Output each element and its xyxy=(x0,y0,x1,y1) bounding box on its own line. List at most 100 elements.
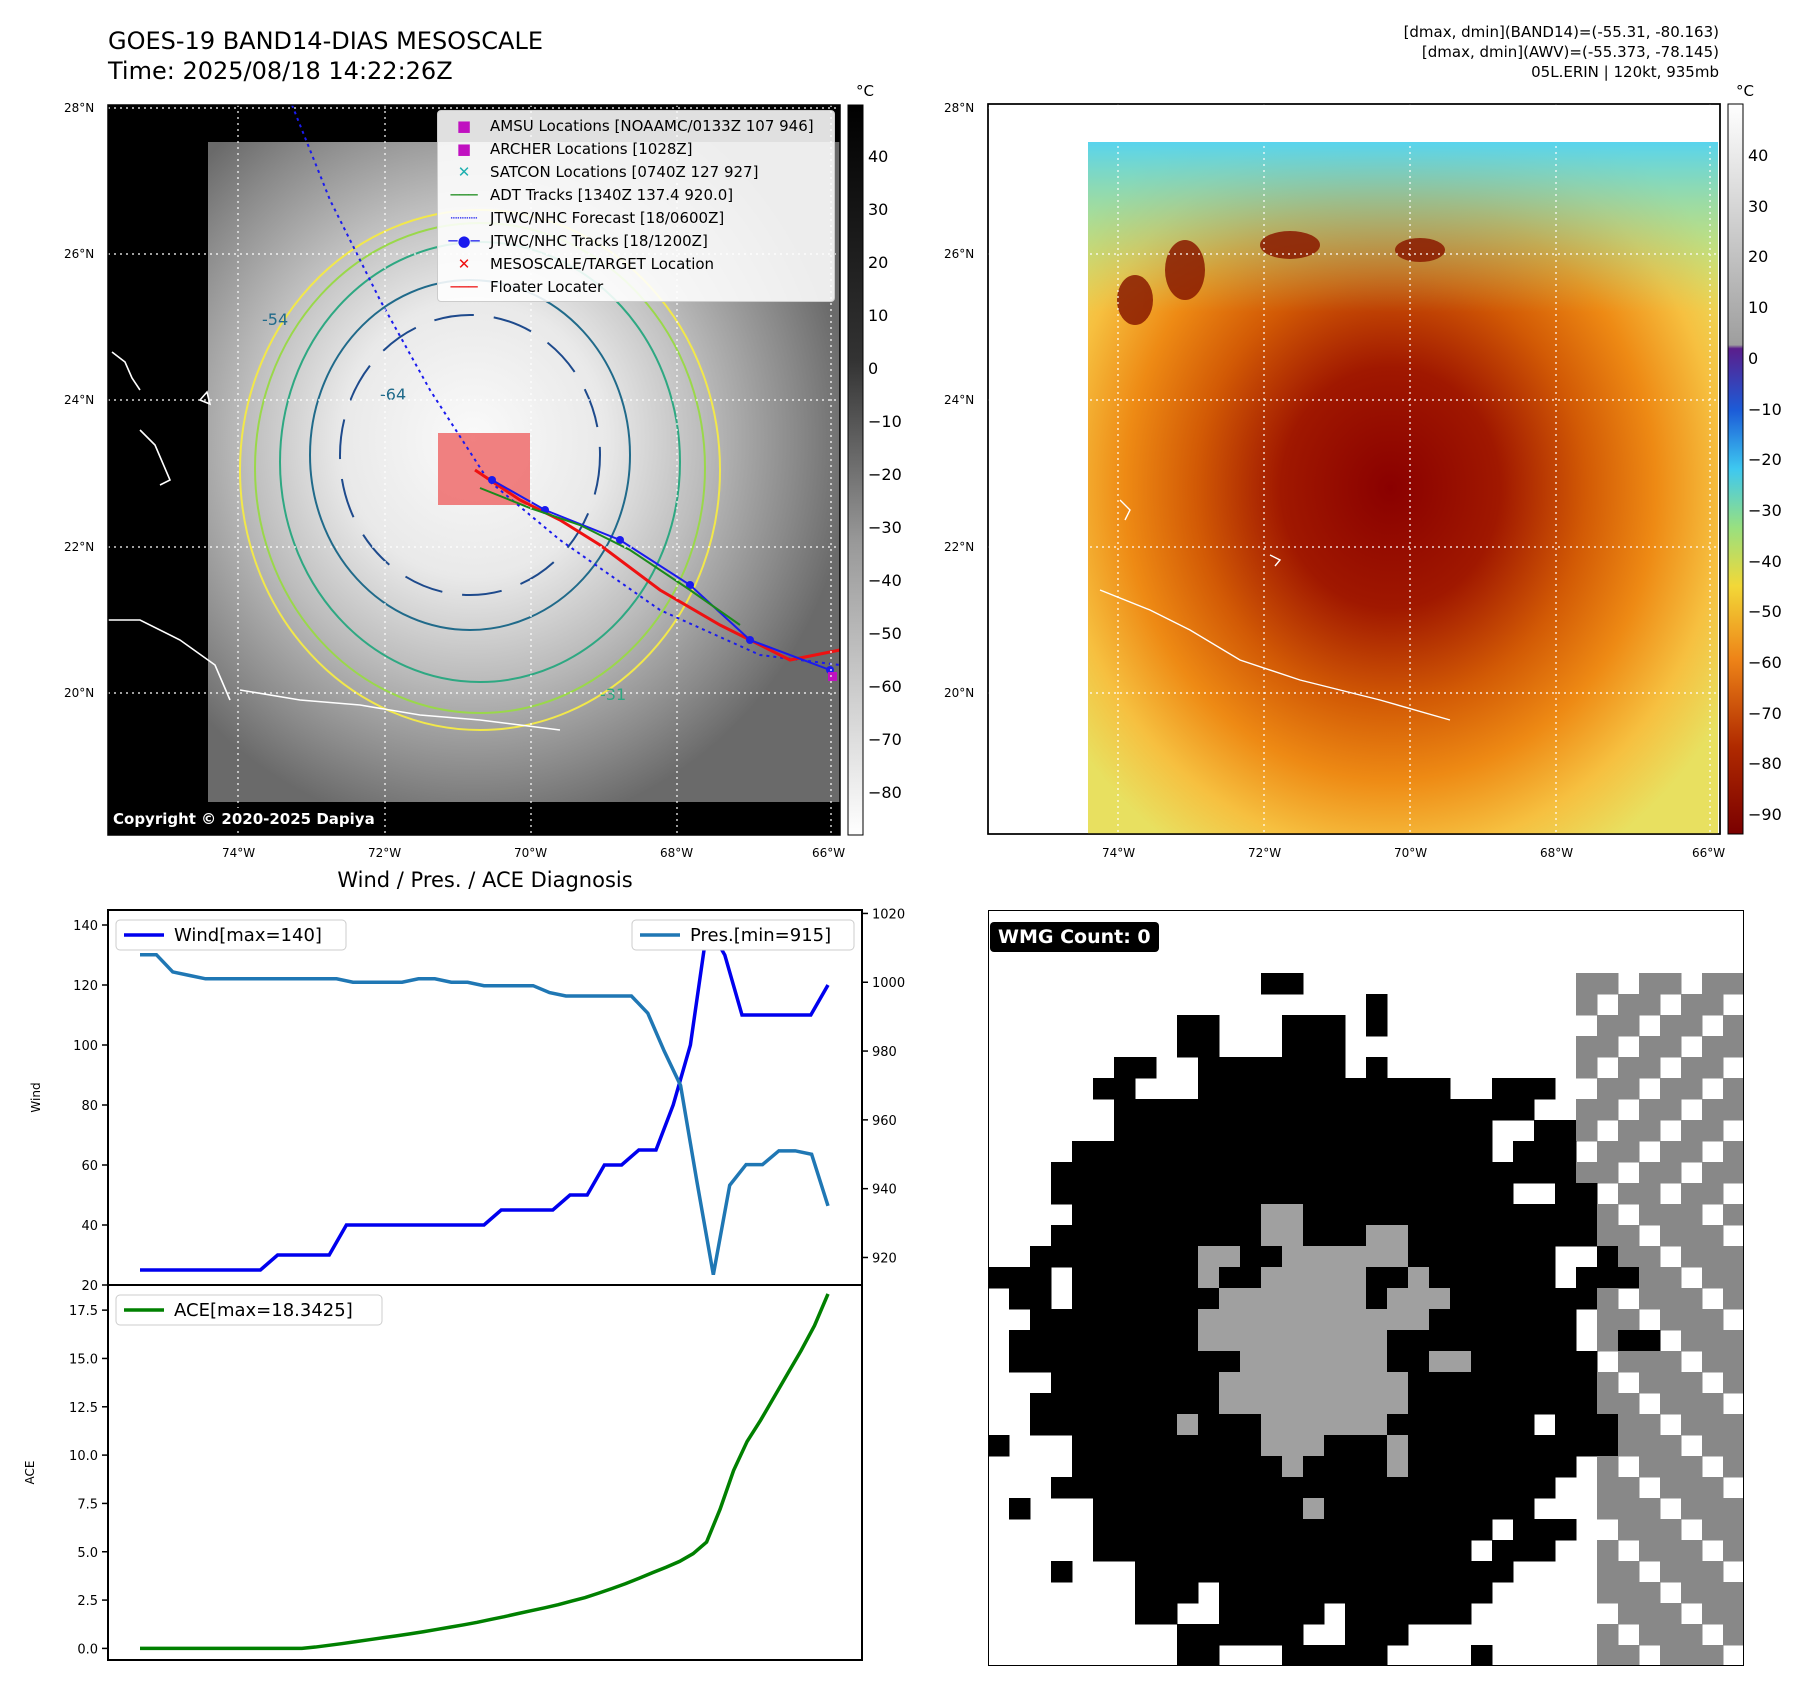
wind-legend-label: Wind[max=140] xyxy=(174,925,322,946)
wmg-cell xyxy=(1450,1477,1472,1499)
ace-ytick-label: 12.5 xyxy=(69,1401,98,1416)
amsu-marker xyxy=(828,672,837,681)
legend-item-label: JTWC/NHC Tracks [18/1200Z] xyxy=(490,232,708,250)
ace-axes xyxy=(107,1284,863,1661)
wmg-cell xyxy=(1408,1183,1430,1205)
wmg-cell xyxy=(1429,1351,1451,1373)
wmg-cell xyxy=(1240,1309,1262,1331)
wmg-cell xyxy=(1135,1267,1157,1289)
wmg-cell xyxy=(1408,1204,1430,1226)
legend-item-label: Floater Locater xyxy=(490,278,604,296)
wmg-cell xyxy=(1450,1309,1472,1331)
wmg-cell xyxy=(1513,1519,1535,1541)
ir-colorbar-tick: −10 xyxy=(868,412,902,432)
awv-lat-label-28: 28°N xyxy=(944,101,975,115)
wmg-cell xyxy=(1597,1288,1619,1310)
wmg-cell xyxy=(1177,1225,1199,1247)
wmg-cell xyxy=(1093,1477,1115,1499)
wmg-cell xyxy=(1702,1330,1724,1352)
wmg-cell xyxy=(1240,1330,1262,1352)
wmg-cell xyxy=(1303,1246,1325,1268)
wmg-cell xyxy=(1408,1078,1430,1100)
wmg-cell xyxy=(1114,1414,1136,1436)
wmg-cell xyxy=(1702,1561,1724,1583)
wmg-cell xyxy=(1282,1456,1304,1478)
wmg-cell xyxy=(1324,1078,1346,1100)
ir-colorbar-tick: −30 xyxy=(868,518,902,538)
wmg-cell xyxy=(1324,1330,1346,1352)
wmg-cell xyxy=(1051,1393,1073,1415)
wmg-cell xyxy=(1618,1645,1640,1666)
wmg-cell xyxy=(1597,1477,1619,1499)
wmg-cell xyxy=(1597,1162,1619,1184)
wmg-cell xyxy=(1408,1120,1430,1142)
wmg-cell xyxy=(1534,1204,1556,1226)
wmg-cell xyxy=(1324,1645,1346,1666)
wmg-cell xyxy=(1261,1162,1283,1184)
wmg-cell xyxy=(1282,1036,1304,1058)
wmg-cell xyxy=(1450,1372,1472,1394)
wmg-cell xyxy=(1555,1183,1577,1205)
wmg-cell xyxy=(1324,1456,1346,1478)
wmg-cell xyxy=(1366,1477,1388,1499)
wmg-cell xyxy=(1618,1183,1640,1205)
wmg-cell xyxy=(1660,1078,1682,1100)
wmg-cell xyxy=(1429,1414,1451,1436)
wmg-cell xyxy=(1282,1246,1304,1268)
wmg-cell xyxy=(1198,1645,1220,1666)
wmg-cell xyxy=(1471,1519,1493,1541)
wmg-cell xyxy=(1072,1288,1094,1310)
wmg-cell xyxy=(1219,1372,1241,1394)
wmg-cell xyxy=(1597,1036,1619,1058)
legend-item: ■ AMSU Locations [NOAAMC/0133Z 107 946] xyxy=(446,117,814,135)
wmg-cell xyxy=(1051,1561,1073,1583)
wmg-cell xyxy=(1282,1078,1304,1100)
wmg-cell xyxy=(1051,1183,1073,1205)
wmg-cell xyxy=(1198,1309,1220,1331)
wmg-cell xyxy=(1660,1477,1682,1499)
wmg-cell xyxy=(1513,1288,1535,1310)
wmg-cell xyxy=(1240,1099,1262,1121)
wmg-cell xyxy=(1492,1099,1514,1121)
wmg-cell xyxy=(1198,1456,1220,1478)
legend-item: ─── Floater Locater xyxy=(446,278,603,296)
wmg-cell xyxy=(1513,1456,1535,1478)
wmg-cell xyxy=(1261,1414,1283,1436)
wmg-cell xyxy=(1660,1540,1682,1562)
awv-colorbar-tick: 20 xyxy=(1748,247,1769,267)
wmg-cell xyxy=(1618,1477,1640,1499)
wmg-cell xyxy=(1534,1288,1556,1310)
wmg-cell xyxy=(1219,1267,1241,1289)
wmg-cell xyxy=(1408,1351,1430,1373)
wmg-cell xyxy=(1030,1330,1052,1352)
wmg-cell xyxy=(1114,1162,1136,1184)
wmg-cell xyxy=(1219,1456,1241,1478)
wmg-cell xyxy=(1681,1078,1703,1100)
wmg-cell xyxy=(1198,1015,1220,1037)
wmg-cell xyxy=(1555,1456,1577,1478)
wmg-cell xyxy=(1093,1288,1115,1310)
wmg-cell xyxy=(1366,1225,1388,1247)
wmg-cell xyxy=(1534,1162,1556,1184)
wmg-cell xyxy=(1408,1267,1430,1289)
wmg-cell xyxy=(1723,1036,1744,1058)
wmg-cell xyxy=(1639,1456,1661,1478)
wmg-cell xyxy=(1072,1372,1094,1394)
wmg-cell xyxy=(1429,1498,1451,1520)
wmg-cell xyxy=(1282,1267,1304,1289)
wmg-cell xyxy=(1282,1183,1304,1205)
ir-colorbar-tick: 30 xyxy=(868,200,889,220)
wmg-cell xyxy=(1366,1435,1388,1457)
wmg-cell xyxy=(1219,1078,1241,1100)
wmg-cell xyxy=(1597,1015,1619,1037)
wmg-cell xyxy=(1093,1204,1115,1226)
wmg-cell xyxy=(1555,1519,1577,1541)
wmg-cell xyxy=(1471,1414,1493,1436)
wmg-cell xyxy=(1240,1288,1262,1310)
wmg-cell xyxy=(1345,1204,1367,1226)
wmg-cell xyxy=(1639,1036,1661,1058)
wmg-cell xyxy=(1639,1582,1661,1604)
line-marker-icon: ─── xyxy=(450,278,478,296)
wmg-cell xyxy=(1513,1246,1535,1268)
wmg-cell xyxy=(1282,1225,1304,1247)
